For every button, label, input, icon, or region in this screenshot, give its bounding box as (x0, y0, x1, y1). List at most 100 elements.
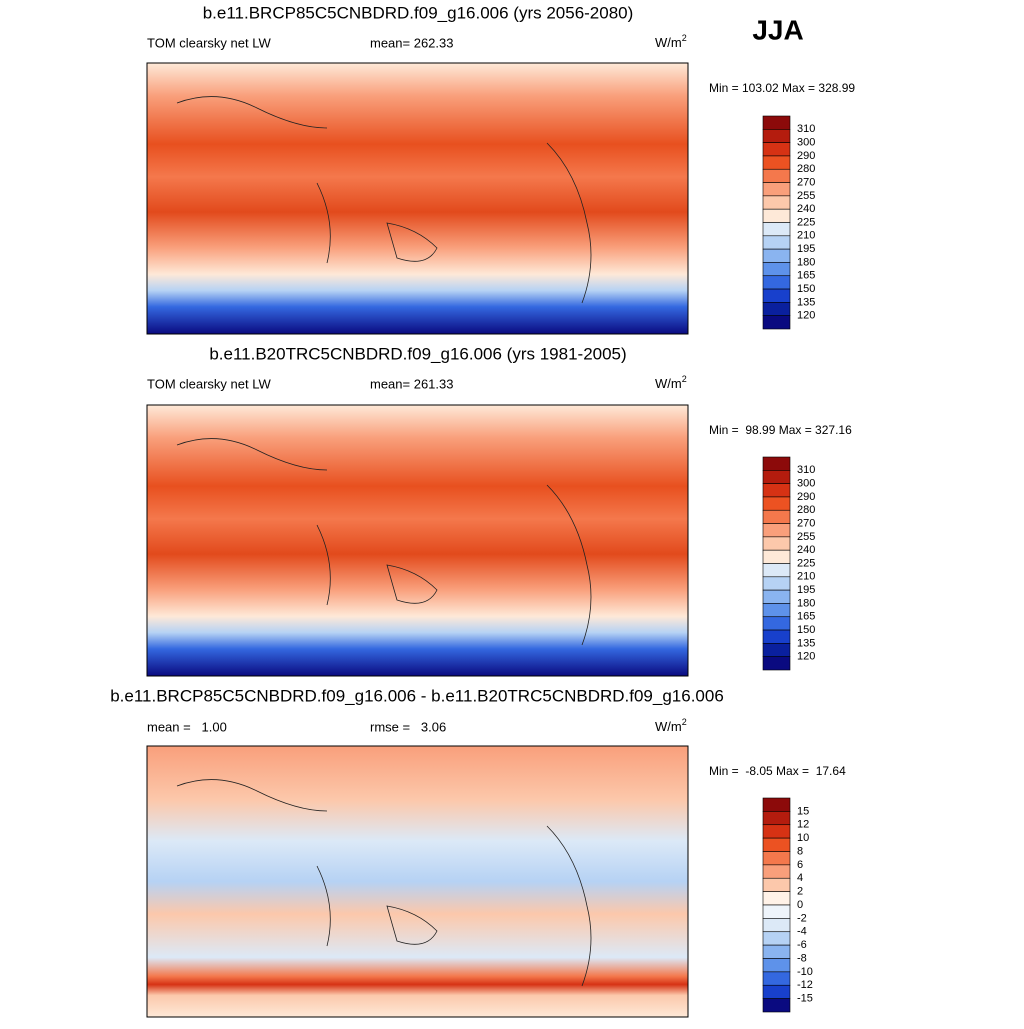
colorbar-box (762, 155, 791, 170)
coastlines (176, 779, 592, 987)
colorbar-label: 2 (797, 886, 803, 898)
colorbar-box (762, 851, 791, 866)
colorbar-box (762, 496, 791, 511)
colorbar-box (762, 998, 791, 1013)
colorbar-label: -15 (797, 993, 813, 1005)
colorbar-label: -12 (797, 979, 813, 991)
colorbar-label: 240 (797, 544, 815, 556)
colorbar-box (762, 549, 791, 564)
units-label: W/m2 (655, 33, 687, 50)
colorbar-label: 300 (797, 137, 815, 149)
center-label: mean= 261.33 (370, 376, 453, 391)
colorbar-label: 255 (797, 190, 815, 202)
colorbar-label: 225 (797, 557, 815, 569)
colorbar-box (762, 142, 791, 157)
colorbar-box (762, 837, 791, 852)
colorbar-box (762, 891, 791, 906)
colorbar-box (762, 288, 791, 303)
colorbar-label: 4 (797, 872, 803, 884)
colorbar-box (762, 509, 791, 524)
colorbar-box (762, 931, 791, 946)
colorbar-box (762, 918, 791, 933)
colorbar-label: 290 (797, 491, 815, 503)
colorbar-box (762, 971, 791, 986)
colorbar-box (762, 129, 791, 143)
center-label: rmse = 3.06 (370, 719, 446, 734)
center-label: mean= 262.33 (370, 35, 453, 50)
map-field (146, 745, 689, 1018)
colorbar-box (762, 984, 791, 999)
colorbar-label: 10 (797, 832, 809, 844)
colorbar-label: 210 (797, 571, 815, 583)
map-field (146, 62, 689, 335)
left-label: TOM clearsky net LW (147, 376, 271, 391)
colorbar-label: 195 (797, 243, 815, 255)
colorbar-box (762, 182, 791, 197)
colorbar-label: 15 (797, 805, 809, 817)
colorbar-box (762, 643, 791, 657)
units-label: W/m2 (655, 717, 687, 734)
colorbar-box (762, 811, 791, 826)
colorbar-box (762, 603, 791, 618)
colorbar-label: 280 (797, 504, 815, 516)
colorbar-box (762, 904, 791, 919)
colorbar-label: 210 (797, 230, 815, 242)
colorbar-label: 150 (797, 283, 815, 295)
colorbar-label: 180 (797, 256, 815, 268)
colorbar-box (762, 656, 791, 671)
colorbar-box (762, 275, 791, 290)
colorbar-box (762, 563, 791, 578)
colorbar-label: 12 (797, 819, 809, 831)
colorbar-box (762, 536, 791, 551)
colorbar-box (762, 262, 791, 277)
colorbar-label: 6 (797, 859, 803, 871)
panel-title: b.e11.BRCP85C5CNBDRD.f09_g16.006 (yrs 20… (203, 3, 634, 22)
coastlines (176, 438, 592, 646)
coastlines (176, 96, 592, 304)
colorbar-box (762, 470, 791, 484)
colorbar-box (762, 523, 791, 538)
colorbar-label: 0 (797, 899, 803, 911)
colorbar-box (762, 115, 791, 130)
colorbar-box (762, 195, 791, 210)
units: W/m (655, 35, 682, 50)
panel-title: b.e11.B20TRC5CNBDRD.f09_g16.006 (yrs 198… (209, 344, 626, 363)
colorbar-box (762, 222, 791, 237)
colorbar-box (762, 877, 791, 892)
colorbar-label: -2 (797, 912, 807, 924)
colorbar-label: 120 (797, 310, 815, 322)
colorbar-label: 120 (797, 651, 815, 663)
min-max-label: Min = 98.99 Max = 327.16 (709, 423, 852, 437)
colorbar-box (762, 456, 791, 471)
colorbar-box (762, 629, 791, 644)
colorbar-label: 255 (797, 531, 815, 543)
units-superscript: 2 (682, 374, 687, 384)
colorbar-label: 270 (797, 176, 815, 188)
units-superscript: 2 (682, 717, 687, 727)
colorbar-label: 165 (797, 270, 815, 282)
colorbar-box (762, 616, 791, 631)
colorbar-box (762, 576, 791, 591)
colorbar-label: 135 (797, 296, 815, 308)
colorbar-box (762, 797, 791, 812)
left-label: TOM clearsky net LW (147, 35, 271, 50)
colorbar-label: 165 (797, 611, 815, 623)
colorbar-box (762, 208, 791, 223)
colorbar-label: 240 (797, 203, 815, 215)
colorbar-label: -4 (797, 926, 807, 938)
left-label: mean = 1.00 (147, 719, 227, 734)
colorbar-box (762, 235, 791, 250)
colorbar-label: 310 (797, 464, 815, 476)
colorbar-box (762, 958, 791, 973)
units: W/m (655, 376, 682, 391)
colorbar-label: 180 (797, 597, 815, 609)
map-field (146, 404, 689, 677)
colorbar-box (762, 248, 791, 263)
colorbar-box (762, 483, 791, 498)
colorbar-label: 225 (797, 216, 815, 228)
colorbar-label: -10 (797, 966, 813, 978)
colorbar-label: 8 (797, 845, 803, 857)
colorbar-label: 150 (797, 624, 815, 636)
